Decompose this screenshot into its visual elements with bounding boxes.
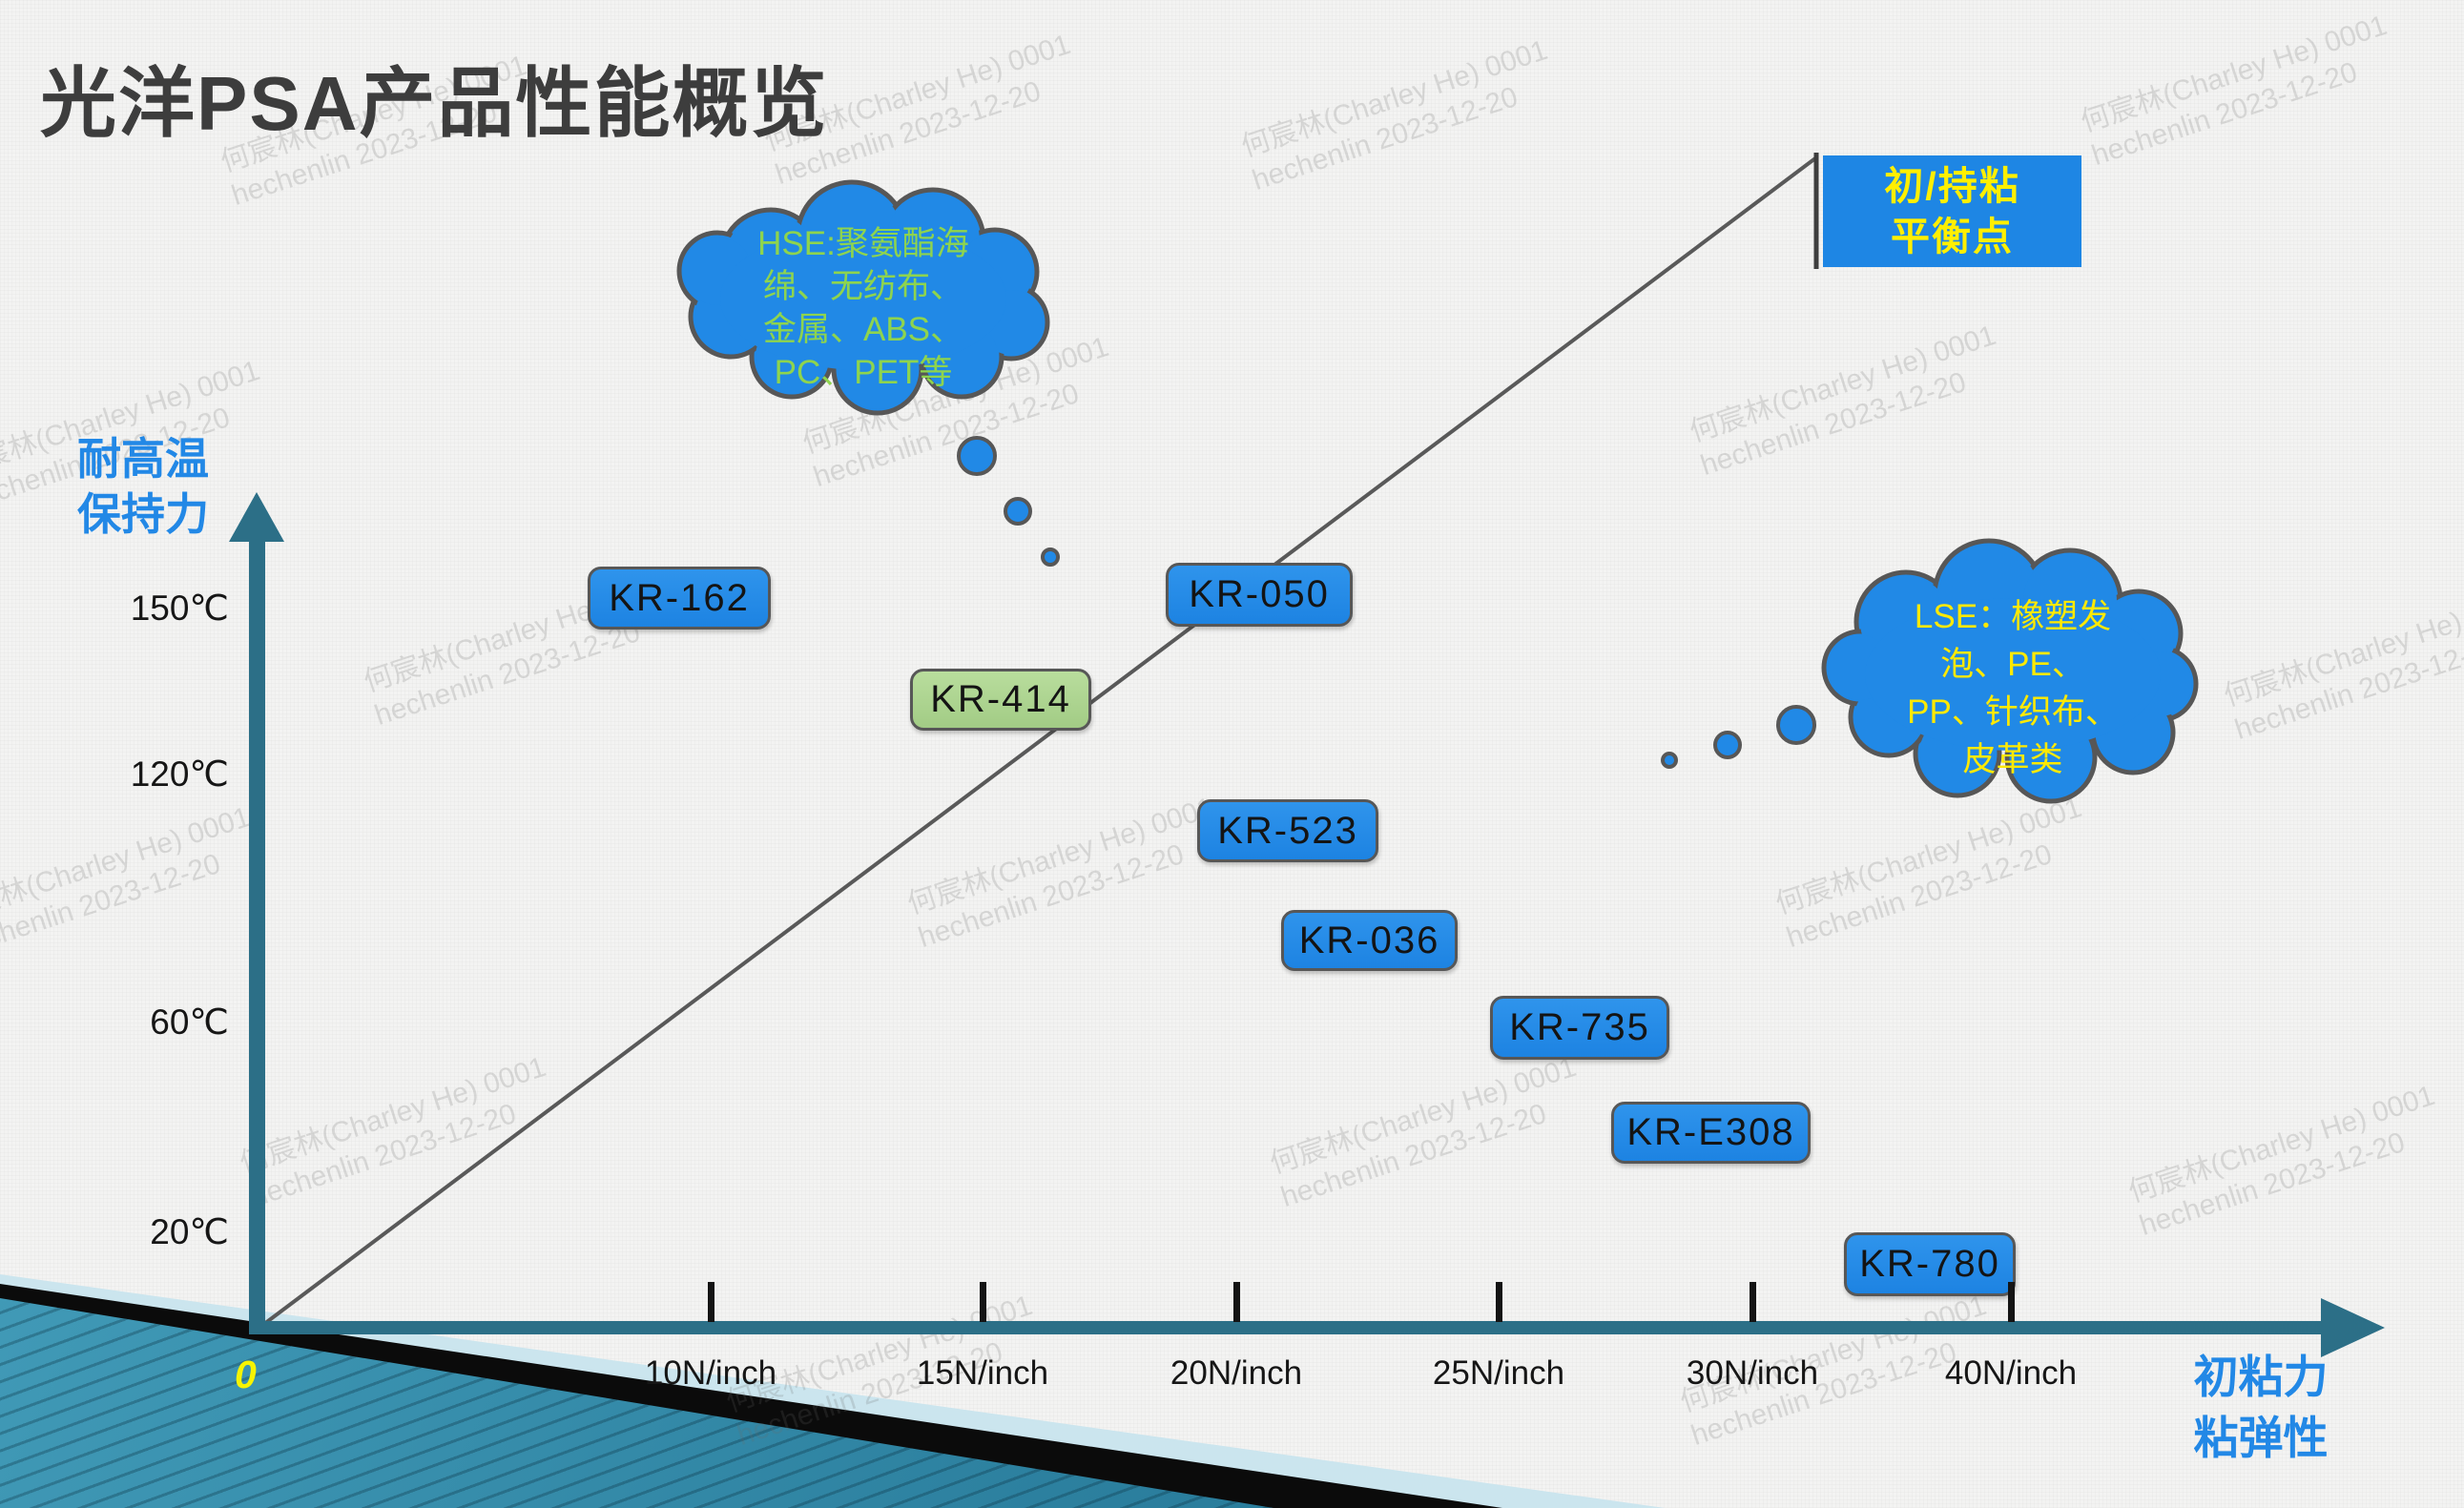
x-axis-tick-label: 30N/inch <box>1686 1354 1819 1392</box>
product-box-kr-050: KR-050 <box>1166 563 1353 627</box>
lse-cloud-shape <box>1821 538 2199 804</box>
y-axis-tick-label: 150℃ <box>130 589 229 628</box>
x-axis-tick-mark <box>1496 1282 1502 1322</box>
x-axis-tick-mark <box>1233 1282 1240 1322</box>
x-axis-tick-label: 20N/inch <box>1170 1354 1303 1392</box>
y-axis-bar <box>249 530 265 1333</box>
hse-cloud-shape <box>676 179 1050 416</box>
equilibrium-line1: 初/持粘 <box>1884 163 2020 208</box>
x-axis-tick-label: 25N/inch <box>1432 1354 1565 1392</box>
diagonal-balance-line <box>262 156 1817 1326</box>
product-box-kr-162: KR-162 <box>588 567 771 630</box>
equilibrium-line2: 平衡点 <box>1891 214 2014 258</box>
equilibrium-callout-box: 初/持粘 平衡点 <box>1823 155 2081 267</box>
y-axis-label: 耐高温 保持力 <box>48 431 238 542</box>
x-axis-tick-mark <box>1750 1282 1756 1322</box>
cloud-text-line: PP、针织布、 <box>1907 693 2119 731</box>
x-axis-tick-mark <box>2008 1282 2015 1322</box>
y-axis-tick-label: 120℃ <box>130 754 229 794</box>
product-box-kr-e308: KR-E308 <box>1611 1102 1811 1164</box>
x-axis-tick-mark <box>980 1282 986 1322</box>
y-axis-tick-label: 60℃ <box>150 1002 229 1042</box>
y-axis-label-line2: 保持力 <box>77 489 209 539</box>
hse-thought-bubbles <box>957 436 1060 567</box>
x-axis-tick-mark <box>708 1282 714 1322</box>
cloud-text-line: 泡、PE、 <box>1940 646 2085 683</box>
product-box-kr-036: KR-036 <box>1281 910 1458 971</box>
lse-thought-bubbles <box>1661 705 1816 769</box>
x-axis-bar <box>249 1321 2325 1334</box>
product-box-kr-414: KR-414 <box>910 669 1091 731</box>
x-axis-tick-label: 40N/inch <box>1944 1354 2078 1392</box>
x-axis-tick-label: 10N/inch <box>644 1354 777 1392</box>
x-axis-label-line2: 粘弹性 <box>2193 1413 2329 1463</box>
x-axis-label: 初粘力 粘弹性 <box>2120 1347 2402 1469</box>
cloud-text-line: PC、PET等 <box>774 354 953 391</box>
y-axis-label-line1: 耐高温 <box>77 434 209 484</box>
page-title: 光洋PSA产品性能概览 <box>40 61 829 146</box>
lse-cloud-text: LSE：橡塑发 泡、PE、 PP、针织布、 皮革类 <box>1858 593 2167 784</box>
y-axis-tick-label: 20℃ <box>150 1212 229 1251</box>
cloud-text-line: HSE:聚氨酯海 <box>757 225 969 262</box>
cloud-text-line: 绵、无纺布、 <box>762 268 963 305</box>
hse-cloud-text: HSE:聚氨酯海 绵、无纺布、 金属、ABS、 PC、PET等 <box>704 222 1023 394</box>
product-box-kr-735: KR-735 <box>1490 996 1669 1060</box>
product-box-kr-523: KR-523 <box>1197 799 1378 862</box>
axes <box>229 492 2385 1357</box>
x-axis-arrow-icon <box>2321 1298 2385 1357</box>
cloud-text-line: 金属、ABS、 <box>762 311 964 348</box>
cloud-text-line: LSE：橡塑发 <box>1914 598 2112 635</box>
cloud-text-line: 皮革类 <box>1962 741 2063 778</box>
product-box-kr-780: KR-780 <box>1844 1232 2016 1296</box>
x-axis-label-line1: 初粘力 <box>2193 1352 2329 1402</box>
x-axis-tick-label: 15N/inch <box>916 1354 1049 1392</box>
y-axis-arrow-icon <box>229 492 284 542</box>
origin-label: 0 <box>235 1353 257 1396</box>
